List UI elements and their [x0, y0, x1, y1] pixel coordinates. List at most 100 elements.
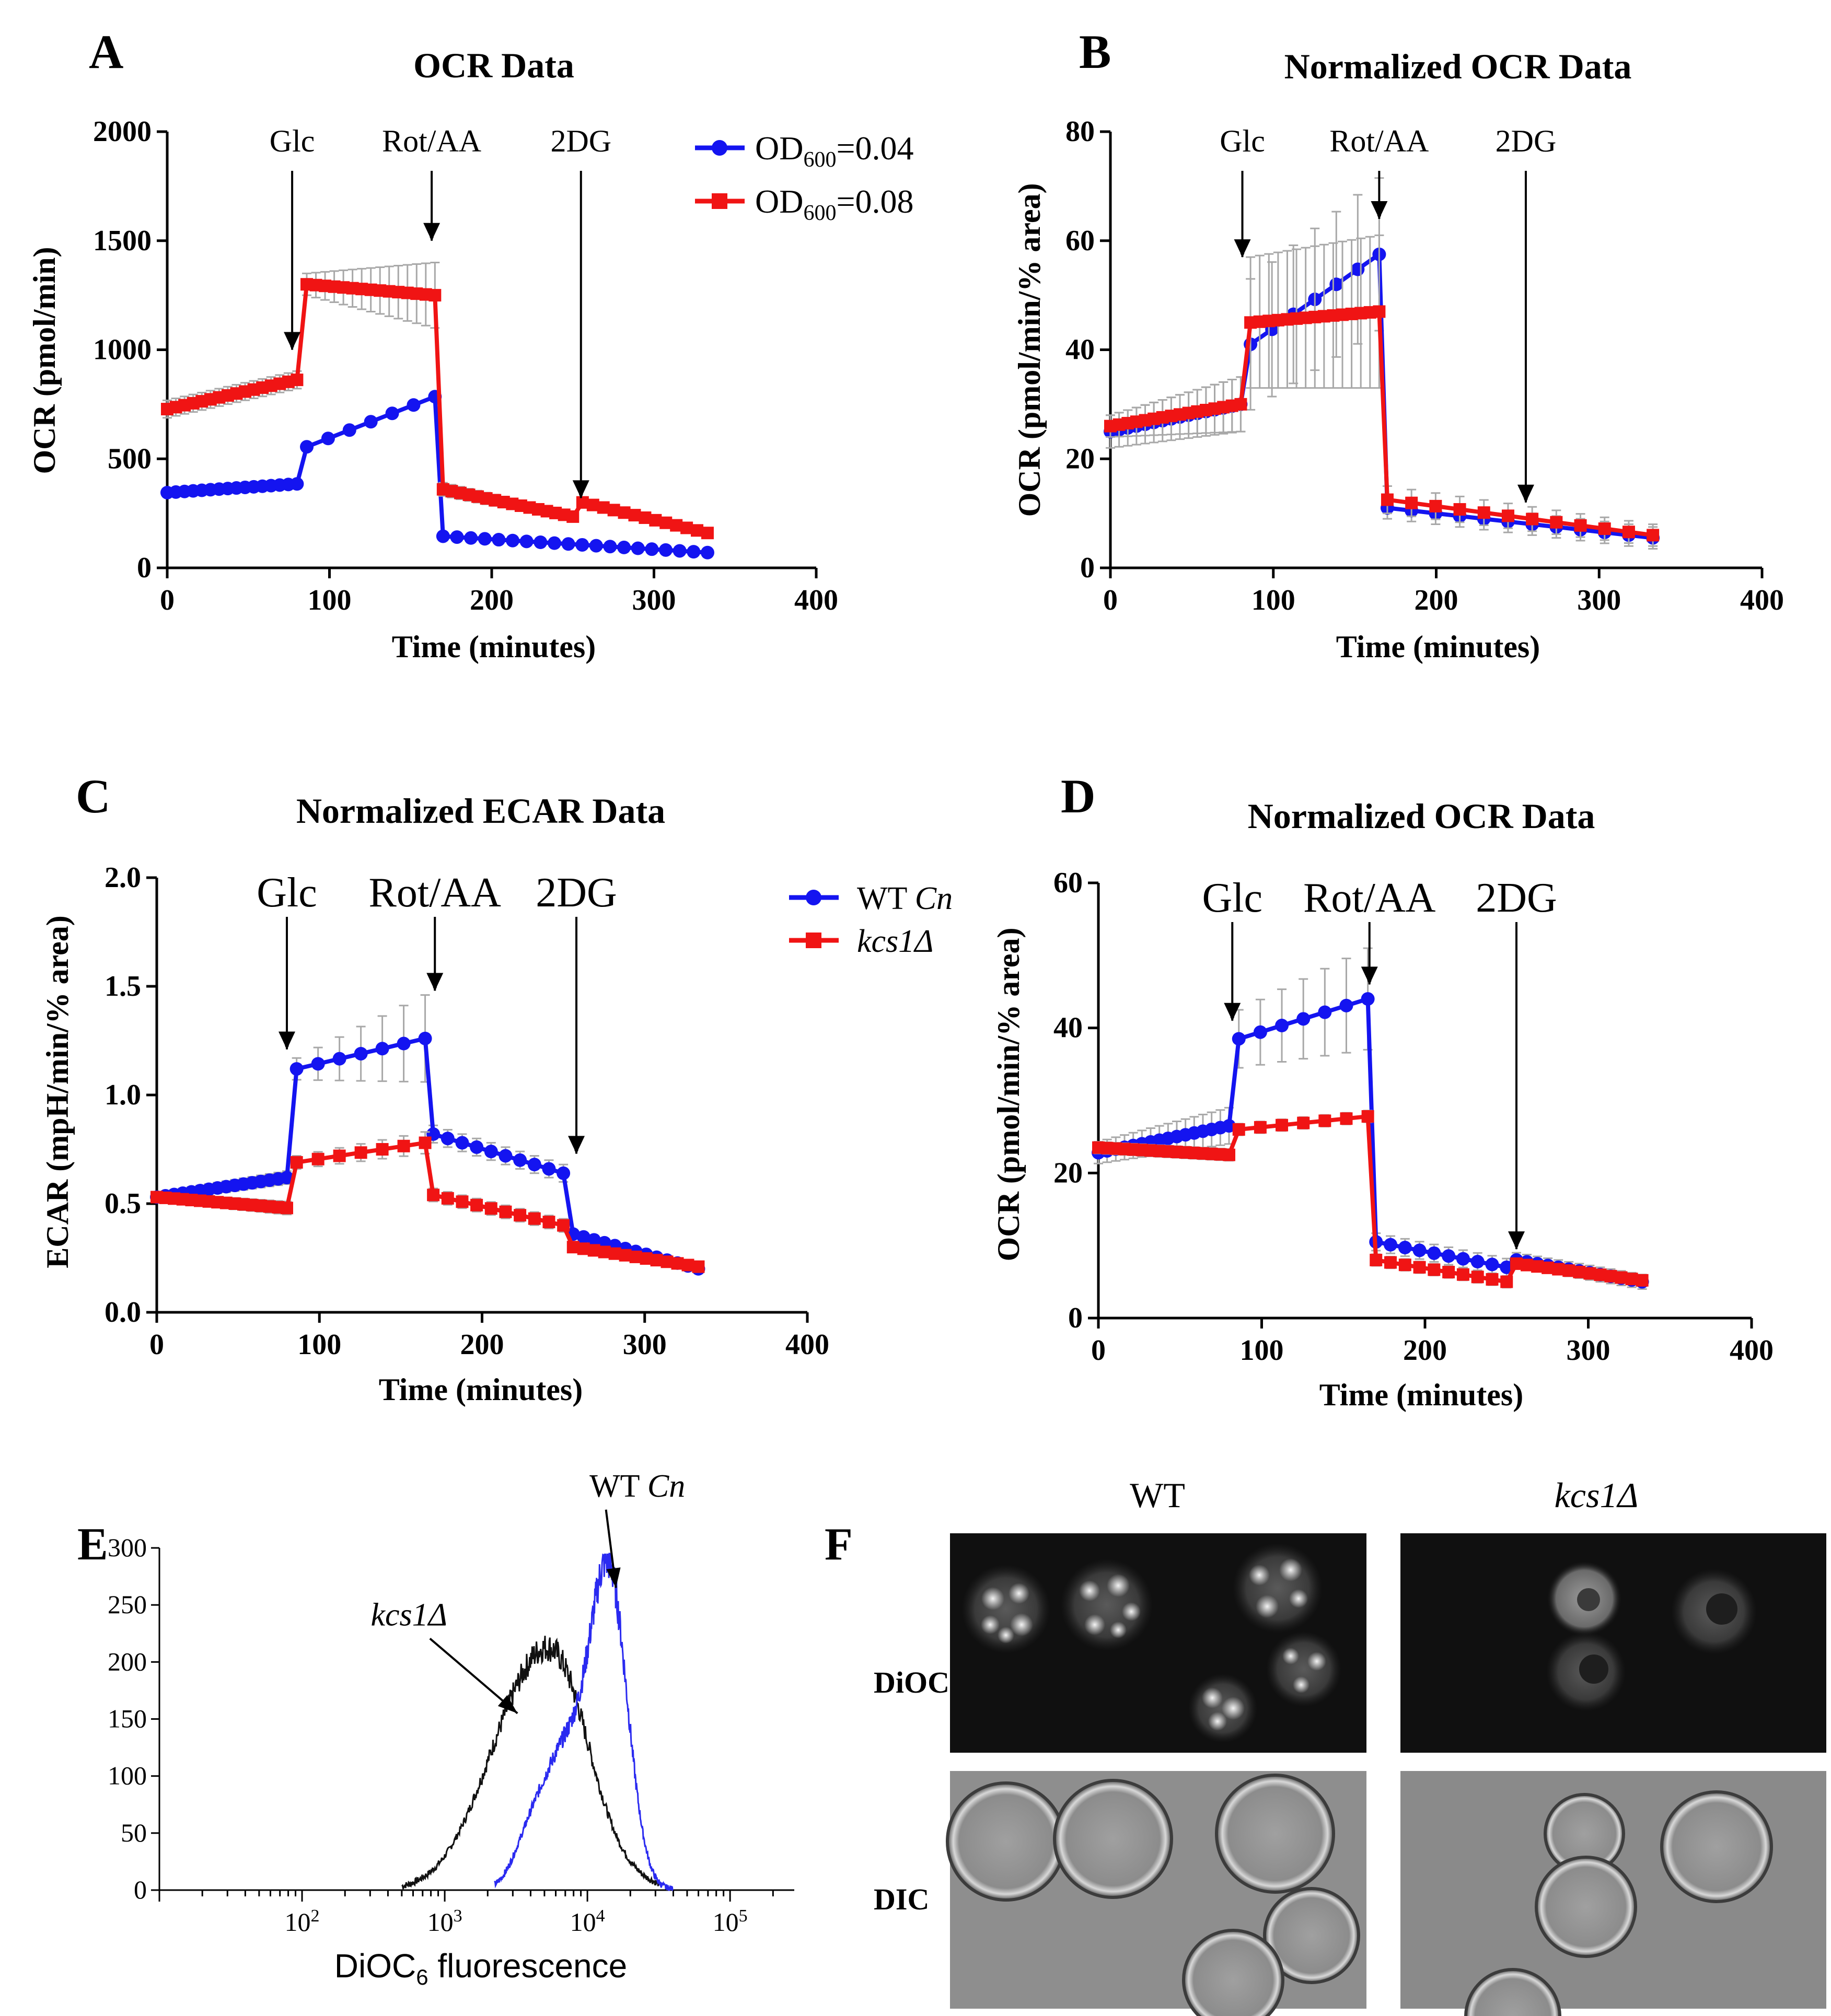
data-point — [1470, 1255, 1485, 1269]
data-point — [419, 1136, 432, 1149]
data-point — [1636, 1274, 1649, 1287]
cell-dic — [1535, 1856, 1637, 1958]
data-point — [470, 1198, 483, 1211]
injection-label: Glc — [1220, 124, 1265, 158]
data-point — [1521, 1258, 1534, 1272]
y-tick-label: 1000 — [93, 334, 152, 366]
data-point — [645, 542, 659, 556]
data-point — [450, 530, 464, 544]
data-point — [589, 539, 603, 553]
data-point — [1574, 519, 1587, 532]
legend-marker-circle — [712, 140, 727, 156]
legend-strain: WT Cn kcs1Δ — [789, 881, 953, 959]
data-point — [527, 1158, 541, 1172]
panel-d: D Normalized OCR Data 0 100 200 300 400 0 20 40… — [991, 770, 1774, 1412]
data-point — [534, 535, 548, 549]
data-point — [542, 1162, 556, 1176]
y-tick-label: 100 — [108, 1761, 147, 1790]
arrow-head — [572, 480, 589, 498]
data-point — [1373, 305, 1386, 318]
panel-f-col-wt: WT — [1130, 1475, 1185, 1515]
data-point — [1318, 1005, 1332, 1019]
legend-item-od-004: OD600=0.04 — [695, 130, 914, 172]
data-point — [484, 1202, 497, 1215]
data-point — [557, 1219, 570, 1232]
image-dioc6-kcs1 — [1400, 1533, 1826, 1753]
y-tick-label: 300 — [108, 1533, 147, 1562]
injection-label: 2DG — [550, 124, 611, 158]
data-point — [1275, 1019, 1289, 1033]
data-point — [1531, 1260, 1544, 1273]
panel-b-xlabel: Time (minutes) — [1336, 630, 1540, 664]
data-point — [1318, 1114, 1331, 1127]
legend-item-od-008: OD600=0.08 — [695, 183, 914, 225]
data-point — [427, 1188, 440, 1202]
cell-dic — [1660, 1790, 1773, 1903]
data-point — [1604, 1269, 1617, 1283]
cell-fluor — [1671, 1569, 1757, 1654]
cell-dic — [1182, 1929, 1284, 2016]
y-tick-label: 0 — [1068, 1302, 1083, 1334]
panel-a: A OCR Data 0 100 200 300 400 0 500 1000 1500 2000… — [27, 25, 838, 664]
panel-f-row-dioc6: DiOC6 — [874, 1665, 959, 1705]
injection-label: Rot/AA — [382, 124, 481, 158]
image-dioc6-wt — [950, 1533, 1366, 1753]
data-point — [603, 540, 617, 554]
data-point — [1594, 1268, 1607, 1281]
y-tick-label: 250 — [108, 1590, 147, 1619]
data-point — [1583, 1267, 1596, 1280]
arrow-head — [284, 332, 301, 350]
legend-od: OD600=0.04 OD600=0.08 — [695, 130, 914, 225]
x-tick-label: 300 — [623, 1329, 667, 1361]
injection-label: Rot/AA — [1303, 875, 1436, 921]
data-point — [514, 1209, 527, 1222]
legend-item-kcs1: kcs1Δ — [789, 924, 934, 959]
data-point — [492, 533, 506, 547]
data-point — [1370, 1253, 1383, 1266]
data-point — [513, 1153, 527, 1167]
image-dic-kcs1 — [1400, 1771, 1826, 2016]
y-tick-label: 60 — [1053, 867, 1083, 899]
cell-dic — [1215, 1774, 1335, 1894]
data-point — [291, 374, 304, 387]
y-tick-label: 0.5 — [105, 1187, 141, 1220]
data-point — [280, 1171, 294, 1185]
panel-letter-f: F — [825, 1519, 853, 1570]
y-tick-label: 0 — [137, 552, 152, 584]
legend-label-wt: WT Cn — [857, 881, 953, 916]
y-tick-label: 50 — [121, 1818, 147, 1847]
data-point — [617, 540, 631, 554]
data-point — [397, 1139, 410, 1152]
data-point — [342, 423, 356, 437]
histogram-annotation: kcs1Δ — [371, 1597, 448, 1633]
injection-label: Glc — [257, 870, 317, 916]
y-tick-label: 150 — [108, 1704, 147, 1733]
x-tick-label: 100 — [1251, 584, 1295, 616]
x-tick-label: 0 — [1103, 584, 1118, 616]
data-point — [455, 1136, 469, 1150]
y-tick-label: 2.0 — [105, 861, 141, 894]
data-point — [407, 398, 421, 412]
y-tick-label: 200 — [108, 1647, 147, 1676]
x-tick-label: 105 — [713, 1906, 748, 1937]
x-tick-label: 200 — [470, 584, 514, 616]
x-tick-label: 200 — [1403, 1334, 1447, 1367]
data-point — [1477, 506, 1490, 519]
data-point — [1562, 1264, 1575, 1277]
arrow-head — [1508, 1231, 1525, 1250]
data-point — [1254, 1121, 1267, 1134]
x-tick-label: 400 — [785, 1329, 829, 1361]
y-tick-label: 40 — [1065, 334, 1095, 366]
data-point — [311, 1057, 325, 1071]
panel-c-xlabel: Time (minutes) — [379, 1372, 583, 1407]
x-tick-label: 100 — [1240, 1334, 1284, 1367]
y-tick-label: 20 — [1065, 442, 1095, 475]
data-point — [499, 1205, 512, 1218]
data-point — [692, 1260, 705, 1273]
panel-f-col-kcs1: kcs1Δ — [1555, 1475, 1639, 1515]
injection-label: 2DG — [536, 870, 617, 916]
y-tick-label: 1.0 — [105, 1079, 141, 1111]
data-point — [1398, 1241, 1412, 1255]
x-tick-label: 400 — [1730, 1334, 1774, 1367]
cell-fluor — [1547, 1561, 1622, 1636]
